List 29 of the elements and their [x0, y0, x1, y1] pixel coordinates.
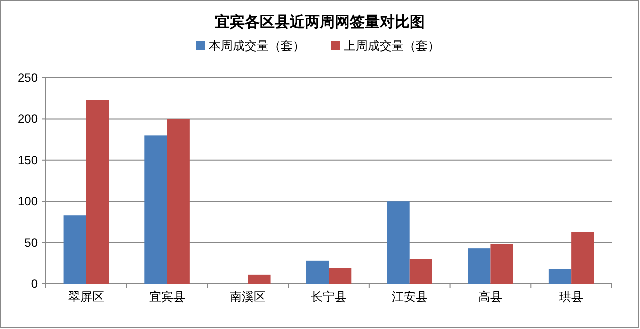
chart-title: 宜宾各区县近两周网签量对比图	[215, 13, 425, 31]
bar	[144, 136, 168, 284]
bar	[306, 260, 329, 284]
y-tick-label: 0	[31, 277, 38, 291]
x-tick-label: 长宁县	[311, 290, 347, 304]
legend-label: 本周成交量（套）	[209, 39, 305, 53]
x-tick-label: 南溪区	[230, 290, 266, 304]
bar	[167, 119, 190, 284]
bar	[548, 269, 572, 284]
bar	[410, 259, 432, 284]
x-tick-label: 翠屏区	[68, 290, 104, 304]
bar	[248, 274, 271, 284]
x-tick-label: 珙县	[560, 290, 584, 304]
bar	[329, 268, 352, 284]
y-tick-label: 50	[24, 236, 38, 250]
y-tick-label: 100	[18, 194, 38, 209]
y-tick-label: 200	[18, 112, 38, 126]
bar	[86, 100, 110, 284]
y-tick-label: 150	[18, 153, 38, 168]
x-tick-label: 江安县	[392, 290, 428, 304]
bar	[490, 244, 514, 284]
bar	[64, 216, 86, 284]
x-tick-label: 高县	[478, 290, 503, 304]
bar	[572, 232, 594, 284]
bar	[387, 202, 410, 284]
bar	[468, 248, 491, 284]
y-tick-label: 250	[18, 71, 38, 85]
legend-label: 上周成交量（套）	[344, 39, 440, 53]
x-tick-label: 宜宾县	[149, 290, 186, 304]
